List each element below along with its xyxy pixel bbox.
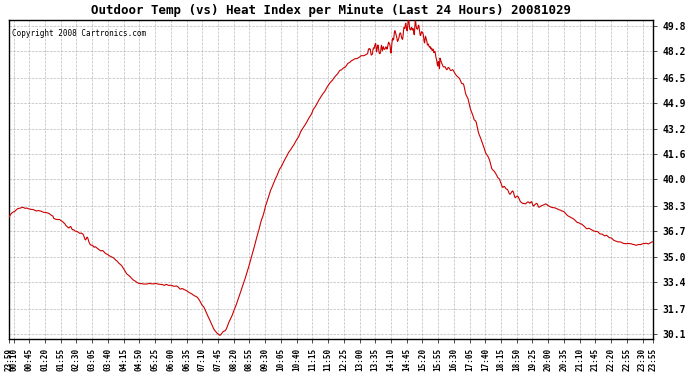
Text: Copyright 2008 Cartronics.com: Copyright 2008 Cartronics.com	[12, 29, 146, 38]
Title: Outdoor Temp (vs) Heat Index per Minute (Last 24 Hours) 20081029: Outdoor Temp (vs) Heat Index per Minute …	[91, 4, 571, 17]
